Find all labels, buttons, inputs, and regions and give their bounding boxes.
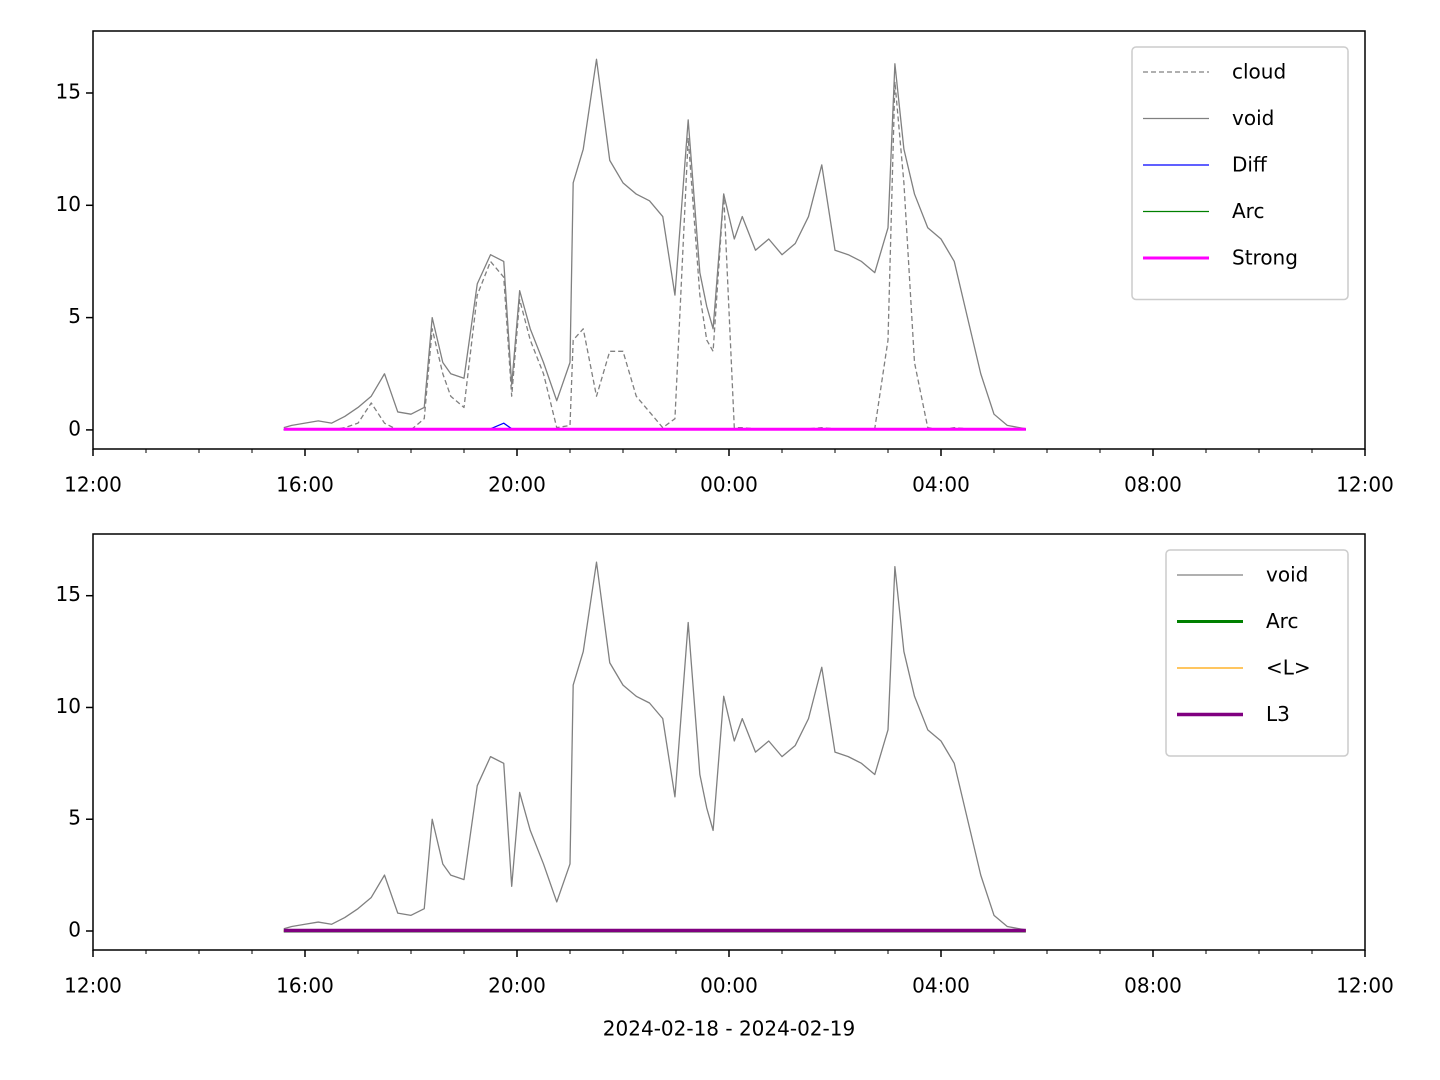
x-tick-label: 00:00 <box>700 974 758 998</box>
x-tick-label: 20:00 <box>488 473 546 497</box>
legend-label: Diff <box>1232 153 1268 177</box>
x-tick-label: 00:00 <box>700 473 758 497</box>
y-tick-label: 15 <box>56 79 81 103</box>
y-tick-label: 0 <box>68 416 81 440</box>
series-line <box>283 561 1026 931</box>
x-tick-label: 08:00 <box>1124 974 1182 998</box>
x-tick-label: 20:00 <box>488 974 546 998</box>
y-tick-label: 5 <box>68 806 81 830</box>
legend-label: cloud <box>1232 60 1286 84</box>
y-tick-label: 15 <box>56 582 81 606</box>
x-tick-label: 12:00 <box>1336 974 1394 998</box>
y-tick-label: 0 <box>68 917 81 941</box>
x-tick-label: 08:00 <box>1124 473 1182 497</box>
x-tick-label: 16:00 <box>276 473 334 497</box>
legend-label: Arc <box>1266 609 1298 633</box>
x-tick-label: 12:00 <box>1336 473 1394 497</box>
x-tick-label: 04:00 <box>912 473 970 497</box>
legend-label: <L> <box>1266 656 1311 680</box>
x-tick-label: 16:00 <box>276 974 334 998</box>
x-axis-label: 2024-02-18 - 2024-02-19 <box>603 1017 855 1041</box>
legend-label: void <box>1266 563 1308 587</box>
x-tick-label: 04:00 <box>912 974 970 998</box>
legend-label: void <box>1232 106 1274 130</box>
y-tick-label: 10 <box>56 192 81 216</box>
x-tick-label: 12:00 <box>64 974 122 998</box>
legend-label: Strong <box>1232 246 1298 270</box>
legend-label: L3 <box>1266 702 1290 726</box>
legend-box <box>1131 46 1349 301</box>
series-line <box>283 58 1026 430</box>
y-tick-label: 5 <box>68 304 81 328</box>
series-line <box>283 81 1026 431</box>
legend-label: Arc <box>1232 199 1264 223</box>
x-tick-label: 12:00 <box>64 473 122 497</box>
legend-box <box>1165 549 1349 757</box>
y-tick-label: 10 <box>56 694 81 718</box>
